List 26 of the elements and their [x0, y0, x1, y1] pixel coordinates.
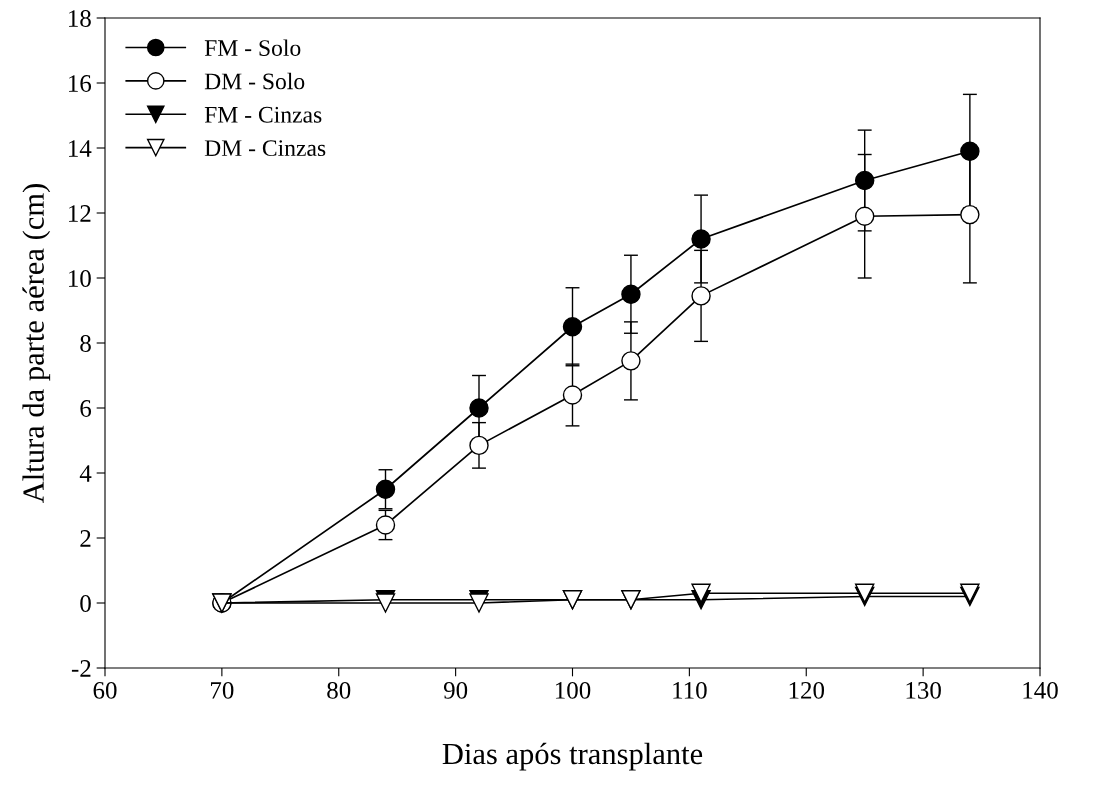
y-tick-label: -2 — [71, 660, 91, 677]
x-tick-label: 130 — [906, 681, 941, 699]
y-tick-label: 14 — [69, 140, 92, 157]
x-tick-label: 60 — [93, 681, 117, 699]
x-tick-label: 110 — [673, 681, 707, 699]
y-tick-label: 16 — [69, 75, 92, 92]
y-tick-label: 4 — [79, 465, 92, 482]
x-tick-label: 90 — [443, 681, 468, 699]
y-tick-label: 10 — [69, 270, 91, 287]
legend-label: DM - Solo — [204, 72, 305, 90]
legend-label: FM - Cinzas — [204, 106, 322, 123]
y-tick-label: 0 — [80, 595, 91, 612]
x-axis-title: Dias após transplante — [442, 742, 703, 771]
y-tick-label: 6 — [80, 400, 92, 417]
y-axis-title: Altura da parte aérea (cm) — [22, 184, 51, 504]
x-tick-label: 100 — [555, 681, 591, 699]
x-tick-label: 70 — [211, 681, 234, 699]
legend-label: FM - Solo — [204, 39, 301, 57]
y-tick-label: 8 — [80, 335, 91, 352]
x-tick-label: 80 — [327, 681, 351, 699]
legend-label: DM - Cinzas — [204, 140, 326, 157]
x-tick-label: 120 — [789, 681, 825, 699]
x-tick-label: 140 — [1023, 681, 1058, 699]
y-tick-label: 2 — [80, 530, 91, 547]
y-tick-label: 12 — [69, 205, 91, 222]
y-tick-label: 18 — [69, 10, 91, 27]
